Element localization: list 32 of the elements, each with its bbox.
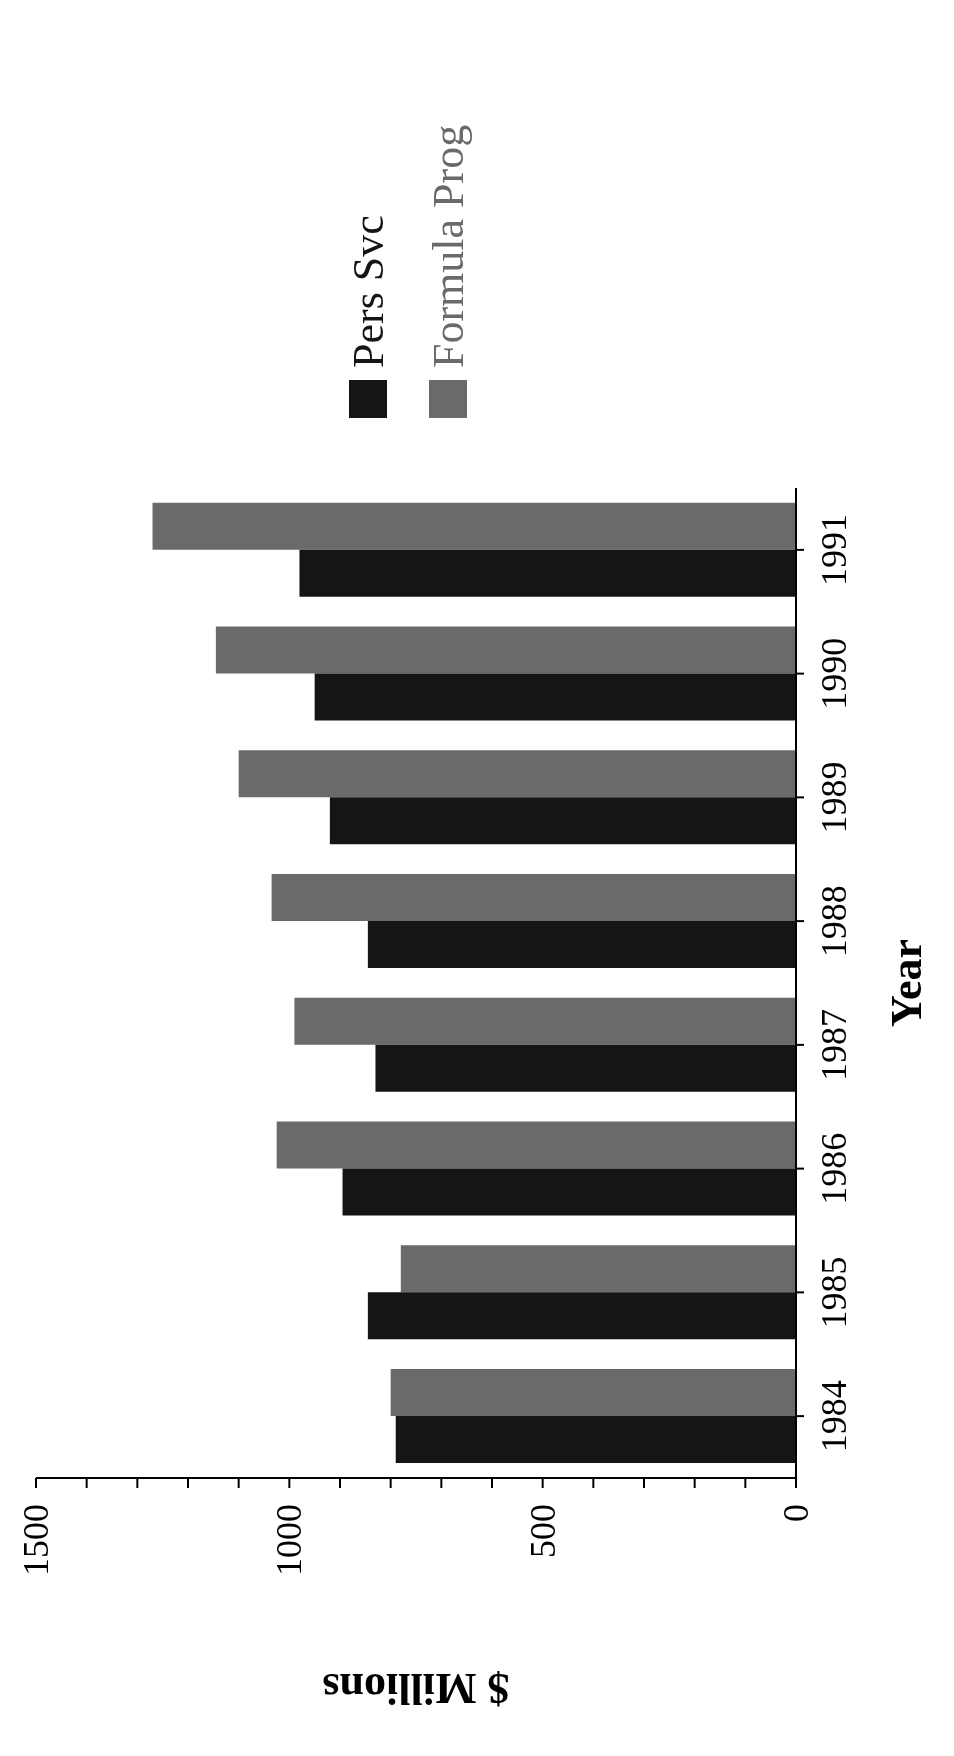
bar <box>215 626 796 674</box>
bar <box>367 921 796 969</box>
bar <box>314 673 796 721</box>
y-tick-label: 1984 <box>813 1380 854 1453</box>
y-tick-label: 1989 <box>813 761 854 834</box>
x-tick-label: 0 <box>776 1504 816 1522</box>
bar <box>299 549 796 597</box>
text: Pers Svc <box>342 215 394 368</box>
bar <box>367 1292 796 1340</box>
y-axis-title: Year <box>881 939 931 1027</box>
x-tick-label: 1000 <box>269 1504 310 1576</box>
y-tick-label: 1990 <box>813 637 854 710</box>
x-tick-label: 500 <box>522 1504 563 1558</box>
bar <box>271 874 796 922</box>
y-tick-label: 1991 <box>813 513 854 586</box>
x-axis-title: $ Millions <box>322 1663 510 1713</box>
x-tick-label: 1500 <box>16 1504 56 1576</box>
y-tick-label: 1988 <box>813 885 854 958</box>
bar <box>238 750 796 798</box>
bar <box>395 1416 796 1464</box>
y-tick-label: 1985 <box>813 1256 854 1329</box>
bar <box>152 502 796 550</box>
bar <box>390 1369 796 1417</box>
bar <box>375 1044 796 1092</box>
bar <box>276 1121 796 1169</box>
bar <box>342 1168 796 1216</box>
bar <box>400 1245 796 1293</box>
bar <box>329 797 796 845</box>
y-tick-label: 1986 <box>813 1132 854 1205</box>
bar <box>294 997 796 1045</box>
text: Formula Prog <box>422 124 474 368</box>
y-tick-label: 1987 <box>813 1008 854 1081</box>
